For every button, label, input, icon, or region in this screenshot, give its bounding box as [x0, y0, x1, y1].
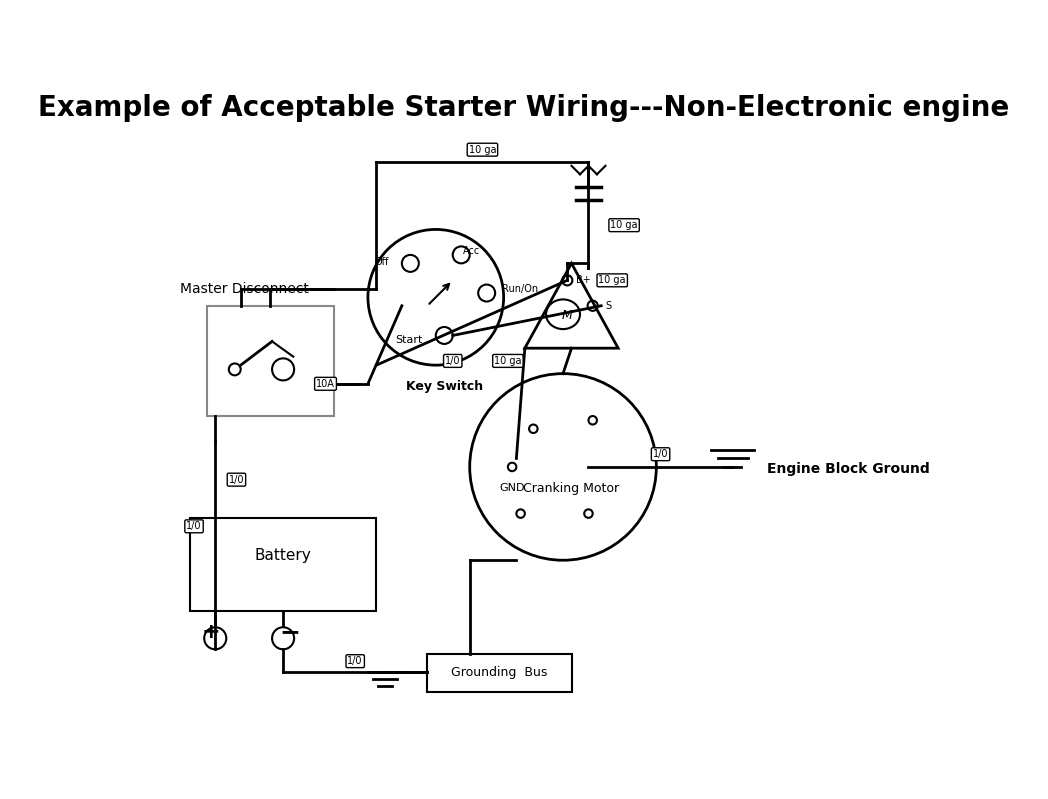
Text: 10 ga: 10 ga [598, 276, 626, 285]
Text: Acc: Acc [463, 245, 480, 256]
Text: 1/0: 1/0 [445, 356, 460, 366]
Text: Cranking Motor: Cranking Motor [523, 482, 619, 495]
Text: Run/On: Run/On [502, 284, 538, 294]
Text: 10 ga: 10 ga [495, 356, 522, 366]
Bar [428, 654, 571, 692]
Text: 10 ga: 10 ga [610, 221, 638, 230]
Text: S: S [606, 300, 612, 311]
Text: GND: GND [500, 483, 525, 493]
Text: B+: B+ [575, 276, 590, 285]
Text: 10 ga: 10 ga [468, 145, 496, 155]
Text: 10A: 10A [316, 379, 335, 389]
Text: M: M [562, 309, 572, 323]
Text: Master Disconnect: Master Disconnect [180, 281, 309, 296]
Bar [206, 306, 334, 416]
Text: 1/0: 1/0 [228, 475, 244, 485]
Bar [190, 518, 376, 611]
Text: 1/0: 1/0 [187, 521, 202, 531]
Text: Grounding  Bus: Grounding Bus [452, 666, 548, 679]
Text: Battery: Battery [255, 548, 311, 563]
Text: Off: Off [375, 256, 389, 267]
Text: Key Switch: Key Switch [406, 380, 483, 393]
Text: Start: Start [396, 335, 423, 344]
Text: Example of Acceptable Starter Wiring---Non-Electronic engine: Example of Acceptable Starter Wiring---N… [39, 93, 1009, 121]
Text: Engine Block Ground: Engine Block Ground [766, 462, 930, 475]
Text: 1/0: 1/0 [348, 656, 363, 666]
Text: −: − [280, 620, 301, 644]
Text: +: + [201, 622, 220, 642]
Text: 1/0: 1/0 [653, 449, 669, 459]
